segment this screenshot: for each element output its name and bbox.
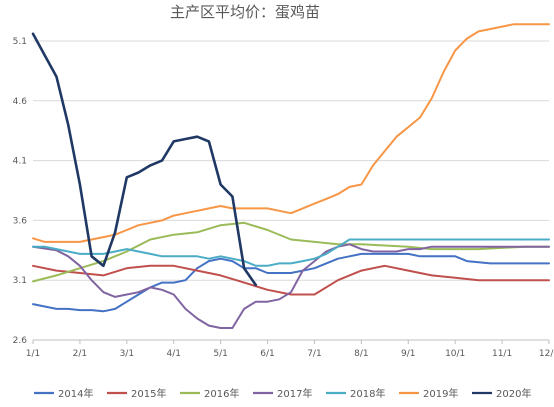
series-line-2015年 (32, 264, 550, 296)
x-tick-label: 12/1 (539, 349, 554, 359)
legend-label: 2018年 (350, 387, 385, 400)
y-tick-label: 3.6 (13, 216, 28, 226)
legend: 2014年 2015年 2016年 2017年 2018年 2019年 2020年 (34, 387, 531, 400)
chart-title: 主产区平均价：蛋鸡苗 (170, 3, 320, 21)
x-tick-label: 2/1 (73, 349, 87, 359)
y-tick-label: 3.1 (13, 276, 27, 286)
y-tick-label: 5.1 (13, 37, 27, 47)
x-tick-label: 7/1 (307, 349, 321, 359)
series-line-2017年 (32, 243, 550, 329)
legend-label: 2020年 (496, 387, 531, 400)
x-tick-label: 6/1 (260, 349, 274, 359)
y-tick-label: 4.1 (13, 157, 27, 167)
x-tick-label: 9/1 (401, 349, 415, 359)
series-line-2016年 (32, 221, 550, 283)
x-tick-label: 3/1 (120, 349, 134, 359)
y-tick-label: 2.6 (13, 336, 28, 346)
x-tick-label: 11/1 (492, 349, 512, 359)
gridlines (33, 40, 549, 341)
x-tick-label: 8/1 (354, 349, 368, 359)
x-tick-label: 4/1 (166, 349, 180, 359)
series-line-2019年 (32, 23, 550, 243)
legend-label: 2019年 (423, 387, 458, 400)
legend-label: 2014年 (58, 387, 93, 400)
x-tick-label: 10/1 (445, 349, 465, 359)
legend-label: 2017年 (277, 387, 312, 400)
x-tick-label: 1/1 (26, 349, 40, 359)
legend-label: 2015年 (131, 387, 166, 400)
series-line-2018年 (32, 238, 550, 267)
y-tick-label: 4.6 (13, 97, 28, 107)
series-line-2020年 (31, 32, 258, 287)
series-lines (31, 23, 550, 329)
legend-label: 2016年 (204, 387, 239, 400)
x-tick-label: 5/1 (213, 349, 227, 359)
axes: 2.6 3.1 3.6 4.1 4.6 5.1 1/1 2/1 3/1 4/1 5/1 6/1 7/1 8… (13, 37, 554, 359)
series-line-2014年 (32, 252, 550, 313)
